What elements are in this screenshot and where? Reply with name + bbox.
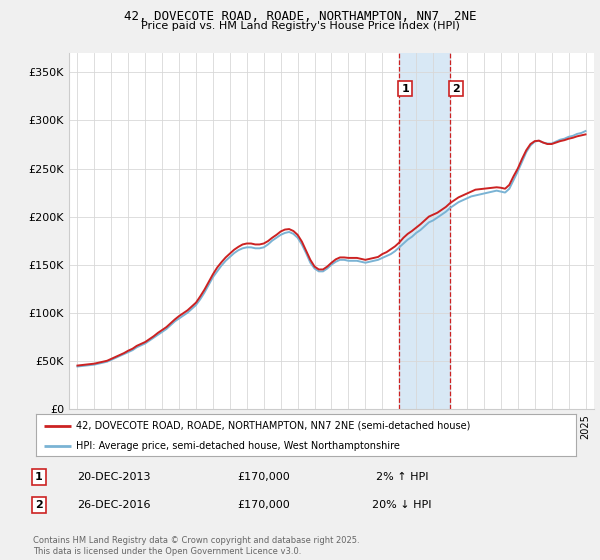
Text: 20-DEC-2013: 20-DEC-2013 bbox=[77, 472, 151, 482]
Text: 1: 1 bbox=[401, 83, 409, 94]
Text: 42, DOVECOTE ROAD, ROADE, NORTHAMPTON, NN7  2NE: 42, DOVECOTE ROAD, ROADE, NORTHAMPTON, N… bbox=[124, 10, 476, 22]
Text: 1: 1 bbox=[35, 472, 43, 482]
Text: Contains HM Land Registry data © Crown copyright and database right 2025.
This d: Contains HM Land Registry data © Crown c… bbox=[33, 536, 359, 556]
Text: 2: 2 bbox=[35, 500, 43, 510]
Text: £170,000: £170,000 bbox=[238, 472, 290, 482]
Text: 20% ↓ HPI: 20% ↓ HPI bbox=[372, 500, 432, 510]
Text: 2: 2 bbox=[452, 83, 460, 94]
Text: HPI: Average price, semi-detached house, West Northamptonshire: HPI: Average price, semi-detached house,… bbox=[77, 441, 400, 451]
Text: Price paid vs. HM Land Registry's House Price Index (HPI): Price paid vs. HM Land Registry's House … bbox=[140, 21, 460, 31]
Text: £170,000: £170,000 bbox=[238, 500, 290, 510]
Text: 42, DOVECOTE ROAD, ROADE, NORTHAMPTON, NN7 2NE (semi-detached house): 42, DOVECOTE ROAD, ROADE, NORTHAMPTON, N… bbox=[77, 421, 471, 431]
Text: 26-DEC-2016: 26-DEC-2016 bbox=[77, 500, 151, 510]
Text: 2% ↑ HPI: 2% ↑ HPI bbox=[376, 472, 428, 482]
Bar bbox=[399, 53, 450, 409]
